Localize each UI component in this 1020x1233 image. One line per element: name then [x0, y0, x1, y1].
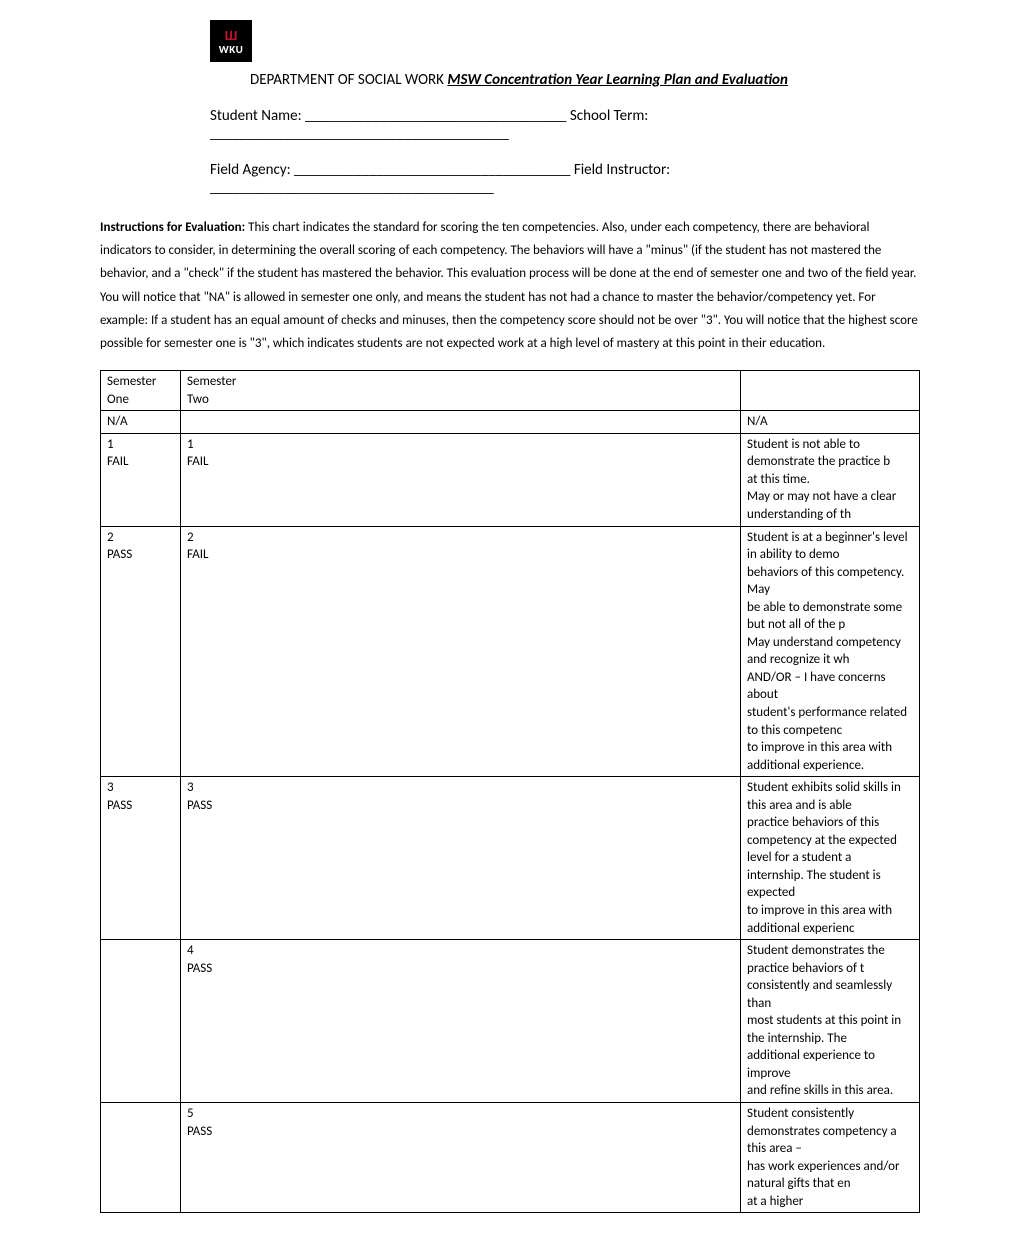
table-cell: 5 PASS	[181, 1103, 741, 1213]
logo-text: WKU	[219, 43, 244, 56]
table-row: Semester One Semester Two	[101, 371, 920, 411]
table-cell: Student exhibits solid skills in this ar…	[741, 777, 920, 940]
table-cell: 1 FAIL	[101, 433, 181, 526]
table-cell: 3 PASS	[181, 777, 741, 940]
table-cell: Student is not able to demonstrate the p…	[741, 433, 920, 526]
field-row-2: Field Agency: __________________________…	[210, 161, 920, 197]
table-row: 3 PASS 3 PASS Student exhibits solid ski…	[101, 777, 920, 940]
instructions-text: This chart indicates the standard for sc…	[100, 220, 918, 351]
table-cell: 2 PASS	[101, 526, 181, 777]
table-cell: N/A	[101, 411, 181, 434]
table-row: 1 FAIL 1 FAIL Student is not able to dem…	[101, 433, 920, 526]
table-row: 4 PASS Student demonstrates the practice…	[101, 940, 920, 1103]
table-cell: 3 PASS	[101, 777, 181, 940]
field-row-1: Student Name: __________________________…	[210, 107, 920, 143]
table-cell: Student is at a beginner's level in abil…	[741, 526, 920, 777]
instructions-block: Instructions for Evaluation: This chart …	[100, 215, 920, 354]
table-row: 2 PASS 2 FAIL Student is at a beginner's…	[101, 526, 920, 777]
instructions-label: Instructions for Evaluation:	[100, 220, 248, 235]
table-cell: 1 FAIL	[181, 433, 741, 526]
student-school-fields: Student Name: __________________________…	[210, 107, 648, 143]
table-cell: Semester One	[101, 371, 181, 411]
table-cell: 4 PASS	[181, 940, 741, 1103]
department-name: DEPARTMENT OF SOCIAL WORK	[250, 71, 447, 89]
logo-container: Ш WKU	[210, 20, 920, 62]
table-cell: N/A	[741, 411, 920, 434]
title-row: DEPARTMENT OF SOCIAL WORK MSW Concentrat…	[250, 70, 920, 89]
table-cell	[181, 411, 741, 434]
table-cell	[101, 1103, 181, 1213]
table-row: N/A N/A	[101, 411, 920, 434]
table-cell: 2 FAIL	[181, 526, 741, 777]
table-cell: Student demonstrates the practice behavi…	[741, 940, 920, 1103]
table-cell: Student consistently demonstrates compet…	[741, 1103, 920, 1213]
agency-instructor-fields: Field Agency: __________________________…	[210, 161, 670, 197]
wku-logo: Ш WKU	[210, 20, 252, 62]
document-title: MSW Concentration Year Learning Plan and…	[447, 71, 788, 89]
logo-emblem: Ш	[225, 29, 238, 43]
table-cell	[741, 371, 920, 411]
table-row: 5 PASS Student consistently demonstrates…	[101, 1103, 920, 1213]
table-cell: Semester Two	[181, 371, 741, 411]
table-cell	[101, 940, 181, 1103]
scoring-table: Semester One Semester Two N/A N/A 1 FAIL…	[100, 370, 920, 1213]
